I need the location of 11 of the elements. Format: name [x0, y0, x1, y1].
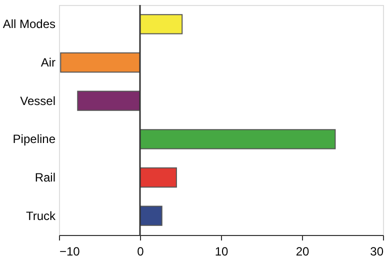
- x-tick-label: 10: [214, 244, 228, 258]
- y-tick-label: All Modes: [2, 17, 56, 32]
- x-tick-label: 0: [137, 244, 144, 258]
- y-tick-label: Air: [40, 56, 56, 70]
- x-tick-label: 20: [296, 244, 310, 258]
- x-tick-label: −10: [60, 244, 80, 258]
- y-tick-label: Vessel: [20, 94, 56, 108]
- y-tick-label: Truck: [26, 208, 56, 223]
- y-tick-label: Pipeline: [12, 132, 56, 146]
- y-tick-label: Rail: [34, 170, 56, 184]
- x-tick-label: 30: [370, 244, 384, 258]
